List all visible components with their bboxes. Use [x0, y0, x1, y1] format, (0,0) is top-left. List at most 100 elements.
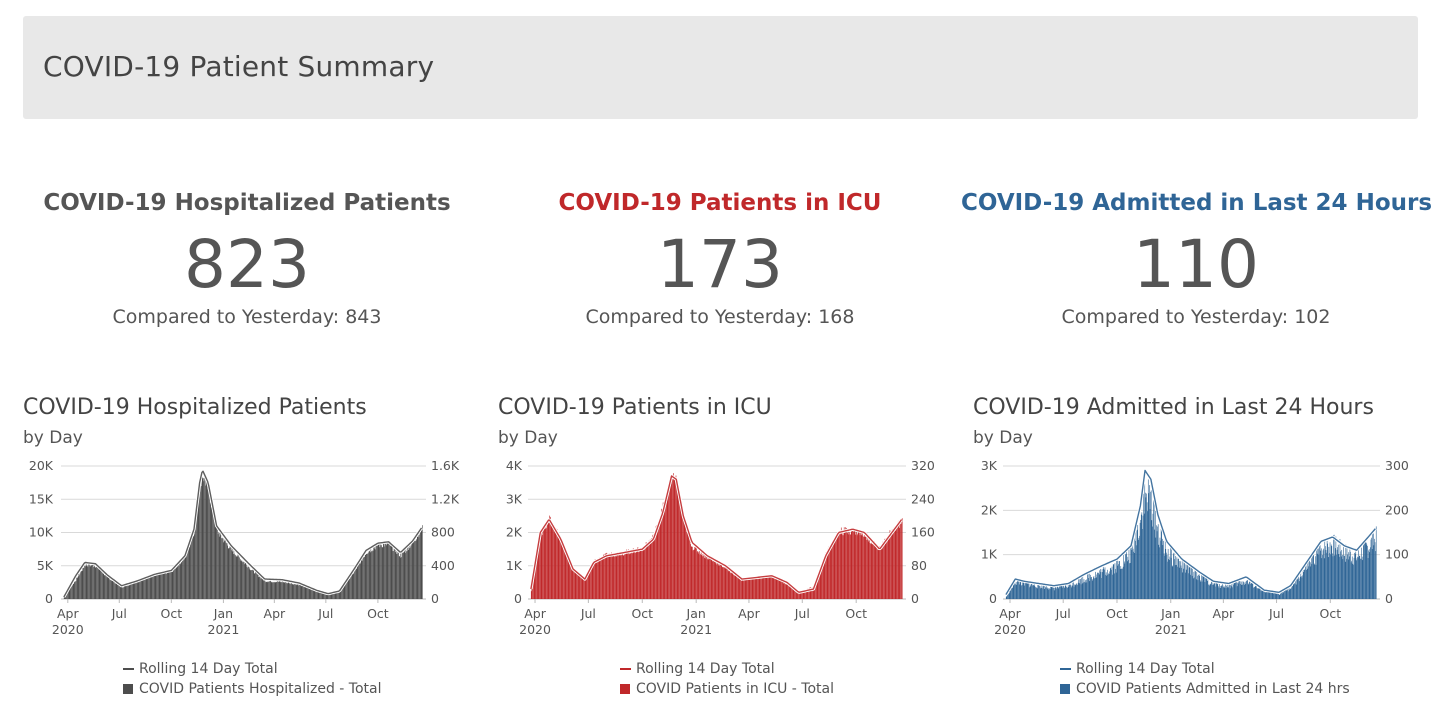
bar	[162, 571, 164, 599]
bar	[856, 529, 857, 599]
bar	[316, 591, 318, 599]
bar	[175, 568, 176, 599]
bar	[364, 555, 366, 599]
bar	[398, 551, 399, 599]
bar	[182, 559, 183, 599]
bar	[1133, 551, 1134, 599]
bar	[602, 558, 604, 599]
bar	[887, 536, 888, 599]
bar	[585, 578, 587, 599]
legend-item-bar[interactable]: COVID Patients Admitted in Last 24 hrs	[1060, 679, 1350, 699]
bar	[385, 543, 386, 599]
legend-item-bar[interactable]: COVID Patients in ICU - Total	[620, 679, 834, 699]
bar	[716, 564, 717, 599]
bar	[1145, 497, 1147, 599]
bar	[156, 573, 158, 599]
bar	[160, 572, 161, 599]
bar	[404, 550, 406, 599]
chart-legend: Rolling 14 Day Total COVID Patients in I…	[620, 659, 834, 699]
bar	[196, 513, 198, 599]
bar	[1351, 560, 1352, 599]
bar	[838, 533, 839, 599]
bar	[587, 574, 588, 599]
bar	[820, 566, 822, 599]
bar	[188, 545, 190, 599]
bar	[137, 582, 139, 599]
bar	[766, 576, 768, 599]
bar	[80, 570, 82, 599]
bar	[69, 589, 71, 599]
bar	[1299, 581, 1300, 599]
bar	[1211, 580, 1213, 599]
legend-item-line[interactable]: Rolling 14 Day Total	[1060, 659, 1350, 679]
bar	[686, 529, 688, 599]
bar	[825, 552, 827, 599]
bar	[884, 538, 885, 599]
x-tick-label: Apr	[738, 606, 760, 621]
bar	[207, 489, 209, 599]
bar	[1296, 576, 1298, 599]
bar	[70, 587, 71, 599]
bar	[205, 481, 207, 599]
bar	[223, 542, 225, 599]
bar	[734, 575, 736, 599]
bar	[1173, 552, 1175, 599]
chart-title: COVID-19 Patients in ICU	[498, 395, 772, 420]
bar	[250, 570, 252, 599]
bar	[1075, 585, 1077, 599]
bar	[1230, 584, 1232, 599]
bar	[530, 591, 532, 599]
bar	[260, 577, 262, 599]
bar	[819, 569, 820, 599]
bar	[1191, 575, 1193, 599]
bar	[233, 554, 234, 599]
bar	[1084, 581, 1085, 599]
bar	[1197, 580, 1199, 599]
bar	[226, 543, 228, 599]
bar	[394, 547, 396, 599]
bar	[272, 582, 273, 599]
chart-legend: Rolling 14 Day Total COVID Patients Hosp…	[123, 659, 381, 699]
bar	[788, 586, 790, 599]
y-tick-label-left: 0	[514, 591, 522, 606]
legend-item-line[interactable]: Rolling 14 Day Total	[620, 659, 834, 679]
bar	[560, 541, 562, 599]
bar	[620, 552, 621, 599]
bar	[350, 577, 351, 599]
bar	[1201, 581, 1203, 599]
bar	[353, 574, 354, 599]
bar	[1094, 578, 1096, 599]
bar	[760, 577, 762, 599]
bar	[736, 575, 737, 599]
bar	[875, 543, 877, 599]
bar	[657, 525, 659, 599]
bar	[393, 548, 395, 599]
bar	[1252, 581, 1254, 599]
legend-item-line[interactable]: Rolling 14 Day Total	[123, 659, 381, 679]
bar	[1131, 549, 1133, 599]
bar	[333, 592, 335, 599]
bar	[1320, 548, 1322, 599]
bar	[650, 540, 652, 599]
bar	[1323, 558, 1325, 599]
bar	[1194, 577, 1195, 599]
bar	[554, 527, 556, 599]
bar	[1356, 558, 1358, 599]
bar	[369, 551, 371, 599]
bar	[1174, 559, 1175, 599]
bar	[1353, 564, 1354, 599]
bar	[1067, 587, 1068, 599]
bar	[835, 539, 836, 599]
bar	[900, 519, 901, 599]
bar	[805, 590, 806, 599]
legend-label: Rolling 14 Day Total	[139, 661, 278, 677]
bar	[239, 560, 241, 599]
bar	[863, 536, 865, 599]
bar	[342, 586, 344, 599]
legend-item-bar[interactable]: COVID Patients Hospitalized - Total	[123, 679, 381, 699]
kpi-hospitalized: COVID-19 Hospitalized Patients 823 Compa…	[12, 190, 482, 328]
bar	[536, 560, 537, 599]
bar	[702, 556, 703, 599]
bar	[627, 551, 629, 599]
bar	[97, 566, 98, 599]
